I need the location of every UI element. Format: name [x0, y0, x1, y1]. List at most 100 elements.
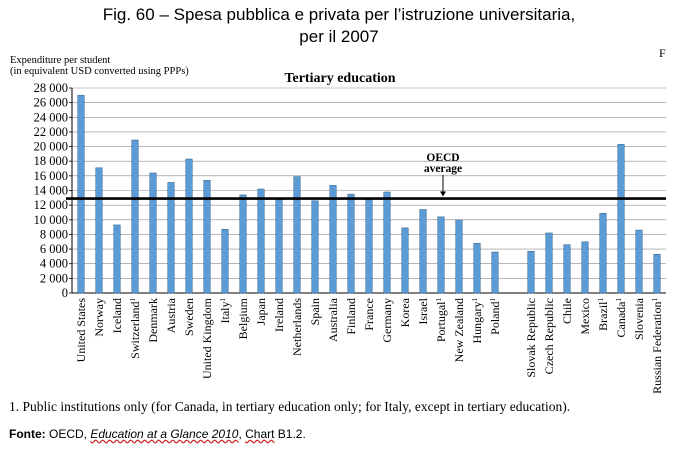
y-tick-label: 4 000 [40, 257, 68, 271]
source-separator: , [238, 427, 246, 441]
category-label: Belgium [236, 297, 250, 339]
bar [293, 176, 301, 294]
source-publication: Education at a Glance 2010 [90, 427, 239, 441]
bar [419, 209, 427, 294]
oecd-average-label-line-1: OECD [426, 152, 459, 164]
category-name: Hungary [470, 302, 484, 344]
category-label: Slovak Republic [524, 298, 538, 378]
corner-marker: F [659, 46, 666, 60]
source-chart: Chart [245, 427, 275, 441]
bar [131, 139, 139, 294]
y-tick-label: 16 000 [34, 169, 68, 183]
category-name: Italy [218, 302, 232, 324]
category-label: Finland [344, 298, 358, 335]
y-axis-unit-label: Expenditure per student (in equivalent U… [10, 55, 189, 77]
y-axis-unit-line-2: (in equivalent USD converted using PPPs) [10, 66, 189, 77]
bar [113, 224, 121, 294]
category-name: Spain [308, 298, 322, 325]
figure-title: Fig. 60 – Spesa pubblica e privata per l… [0, 4, 678, 48]
category-name: Poland [488, 302, 502, 335]
category-label: Chile [560, 298, 574, 324]
category-name: Japan [254, 298, 268, 325]
category-name: France [362, 298, 376, 331]
source-note: Fonte: OECD, Education at a Glance 2010,… [9, 427, 306, 441]
category-name: Russian Federation [650, 302, 664, 394]
category-name: Chile [560, 298, 574, 324]
bar [653, 253, 661, 294]
y-tick-label: 22 000 [34, 125, 68, 139]
category-name: United Kingdom [200, 297, 214, 379]
category-label: Austria [164, 297, 178, 333]
category-label: Canada1 [614, 298, 628, 338]
category-name: Slovenia [632, 297, 646, 340]
category-name: United States [74, 298, 88, 363]
bar [545, 232, 553, 294]
category-name: Sweden [182, 298, 196, 336]
category-name: Austria [164, 297, 178, 333]
source-label: Fonte: [9, 427, 46, 441]
y-tick-label: 26 000 [34, 96, 68, 110]
source-ref: B1.2. [274, 427, 306, 441]
category-label: Israel [416, 297, 430, 324]
category-label: Mexico [578, 298, 592, 335]
y-tick-label: 12 000 [34, 198, 68, 212]
category-label: Denmark [146, 298, 160, 343]
footnote-mark: 1 [471, 298, 479, 302]
footnote-mark: 1 [219, 298, 227, 302]
category-name: Slovak Republic [524, 298, 538, 378]
y-tick-label: 0 [62, 286, 68, 300]
bar [401, 227, 409, 294]
category-label: Portugal1 [434, 298, 448, 343]
category-label: Netherlands [290, 298, 304, 356]
category-label: Slovenia [632, 297, 646, 340]
bar [149, 172, 157, 294]
footnote-mark: 1 [129, 298, 137, 302]
y-tick-label: 10 000 [34, 213, 68, 227]
bar [491, 251, 499, 294]
y-tick-label: 2 000 [40, 271, 68, 285]
bar [347, 193, 355, 294]
oecd-average-arrowhead [440, 191, 446, 197]
bar [599, 212, 607, 294]
y-tick-label: 8 000 [40, 227, 68, 241]
category-name: New Zealand [452, 298, 466, 362]
bar [383, 191, 391, 294]
category-name: Belgium [236, 297, 250, 339]
bar [95, 167, 103, 294]
category-label: Czech Republic [542, 298, 556, 374]
bar [77, 95, 85, 294]
bar [455, 219, 463, 294]
category-label: Japan [254, 298, 268, 325]
bar [617, 144, 625, 294]
category-label: Italy1 [218, 298, 232, 324]
category-name: Israel [416, 297, 430, 324]
category-name: Korea [398, 297, 412, 327]
bar [275, 199, 283, 294]
y-tick-label: 6 000 [40, 242, 68, 256]
y-tick-label: 18 000 [34, 154, 68, 168]
figure-title-line-2: per il 2007 [299, 27, 379, 46]
figure-title-line-1: Fig. 60 – Spesa pubblica e privata per l… [102, 5, 576, 24]
oecd-average-label-line-2: average [424, 163, 462, 175]
chart-footnote: 1. Public institutions only (for Canada,… [9, 399, 571, 414]
category-name: Switzerland [128, 302, 142, 359]
footnote-mark: 1 [615, 298, 623, 302]
y-tick-label: 14 000 [34, 184, 68, 198]
bar [437, 216, 445, 294]
category-name: Norway [92, 298, 106, 337]
category-name: Mexico [578, 298, 592, 335]
bar [635, 229, 643, 294]
chart-title: Tertiary education [284, 71, 395, 86]
source-org: OECD, [45, 427, 91, 441]
category-label: Australia [326, 297, 340, 342]
category-name: Ireland [272, 298, 286, 332]
bar [329, 185, 337, 294]
category-label: Poland1 [488, 298, 502, 335]
category-name: Iceland [110, 298, 124, 333]
y-tick-label: 20 000 [34, 140, 68, 154]
footnote-mark: 1 [435, 298, 443, 302]
category-label: United Kingdom [200, 297, 214, 379]
bar [221, 229, 229, 294]
bar [527, 251, 535, 294]
category-name: Brazil [596, 301, 610, 331]
